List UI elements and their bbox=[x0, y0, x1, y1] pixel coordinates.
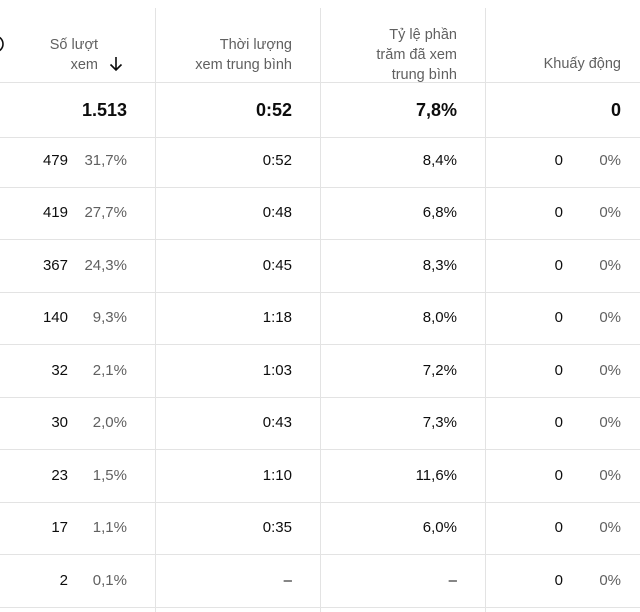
avg-percent-viewed: 8,0% bbox=[422, 309, 457, 326]
info-icon-partial bbox=[0, 36, 4, 52]
engagement-percent: 0% bbox=[599, 519, 621, 536]
column-header[interactable]: trung bình bbox=[391, 67, 457, 83]
views: 479 bbox=[42, 151, 68, 169]
avg-duration: 0:35 bbox=[262, 519, 292, 536]
views: 2 bbox=[59, 571, 68, 589]
column-header[interactable]: Khuấy động bbox=[543, 56, 621, 72]
column-header[interactable]: xem trung bình bbox=[195, 57, 292, 73]
views: 23 bbox=[51, 466, 68, 484]
views: 30 bbox=[51, 414, 68, 431]
row-divider bbox=[0, 186, 640, 188]
avg-duration: 1:10 bbox=[262, 466, 292, 484]
engagement-percent: 0% bbox=[599, 309, 621, 326]
engagement: 0 bbox=[554, 414, 563, 431]
avg-percent-viewed: 7,3% bbox=[422, 414, 457, 431]
views: 419 bbox=[42, 204, 68, 221]
total-value: 0:52 bbox=[255, 100, 292, 120]
views-percent: 2,0% bbox=[92, 414, 127, 431]
row-divider bbox=[0, 137, 640, 138]
views-percent: 1,5% bbox=[92, 466, 127, 484]
total-value: 0 bbox=[610, 100, 621, 120]
avg-percent-viewed: 6,0% bbox=[422, 519, 457, 536]
column-header[interactable]: xem bbox=[70, 57, 98, 73]
row-divider bbox=[0, 606, 640, 608]
engagement: 0 bbox=[554, 204, 563, 221]
avg-percent-viewed: 7,2% bbox=[422, 361, 457, 379]
column-divider bbox=[155, 8, 156, 612]
total-value: 7,8% bbox=[415, 100, 457, 120]
row-divider bbox=[0, 239, 640, 241]
column-header[interactable]: trăm đã xem bbox=[376, 47, 457, 63]
total-value: 1.513 bbox=[81, 100, 127, 120]
views-percent: 31,7% bbox=[84, 151, 127, 169]
avg-percent-viewed: – bbox=[448, 571, 457, 589]
engagement: 0 bbox=[554, 361, 563, 379]
avg-percent-viewed: 8,4% bbox=[422, 151, 457, 169]
views-percent: 0,1% bbox=[92, 571, 127, 589]
row-divider bbox=[0, 396, 640, 398]
views: 17 bbox=[51, 519, 68, 536]
avg-duration: 1:03 bbox=[262, 361, 292, 379]
avg-duration: – bbox=[283, 571, 292, 589]
engagement: 0 bbox=[554, 519, 563, 536]
column-divider bbox=[485, 8, 486, 612]
engagement-percent: 0% bbox=[599, 256, 621, 274]
views-percent: 9,3% bbox=[92, 309, 127, 326]
views-percent: 27,7% bbox=[84, 204, 127, 221]
avg-duration: 0:45 bbox=[262, 256, 292, 274]
avg-percent-viewed: 8,3% bbox=[422, 256, 457, 274]
column-header[interactable]: Thời lượng bbox=[219, 37, 292, 53]
avg-duration: 0:52 bbox=[262, 151, 292, 169]
engagement: 0 bbox=[554, 151, 563, 169]
engagement-percent: 0% bbox=[599, 361, 621, 379]
engagement-percent: 0% bbox=[599, 466, 621, 484]
views: 367 bbox=[42, 256, 68, 274]
avg-duration: 1:18 bbox=[262, 309, 292, 326]
row-divider bbox=[0, 449, 640, 451]
views: 140 bbox=[42, 309, 68, 326]
row-divider bbox=[0, 501, 640, 503]
engagement-percent: 0% bbox=[599, 151, 621, 169]
views-percent: 2,1% bbox=[92, 361, 127, 379]
engagement: 0 bbox=[554, 571, 563, 589]
avg-duration: 0:43 bbox=[262, 414, 292, 431]
views-percent: 24,3% bbox=[84, 256, 127, 274]
avg-duration: 0:48 bbox=[262, 204, 292, 221]
column-header[interactable]: Tỷ lệ phần bbox=[389, 27, 457, 43]
row-divider bbox=[0, 344, 640, 346]
engagement: 0 bbox=[554, 309, 563, 326]
views: 32 bbox=[51, 361, 68, 379]
engagement: 0 bbox=[554, 256, 563, 274]
avg-percent-viewed: 6,8% bbox=[422, 204, 457, 221]
engagement: 0 bbox=[554, 466, 563, 484]
engagement-percent: 0% bbox=[599, 414, 621, 431]
column-header[interactable]: Số lượt bbox=[49, 37, 98, 53]
views-percent: 1,1% bbox=[92, 519, 127, 536]
row-divider bbox=[0, 291, 640, 293]
row-divider bbox=[0, 82, 640, 83]
engagement-percent: 0% bbox=[599, 571, 621, 589]
avg-percent-viewed: 11,6% bbox=[415, 466, 457, 484]
sort-arrow-icon[interactable] bbox=[108, 56, 124, 72]
row-divider bbox=[0, 554, 640, 556]
engagement-percent: 0% bbox=[599, 204, 621, 221]
column-divider bbox=[320, 8, 321, 612]
